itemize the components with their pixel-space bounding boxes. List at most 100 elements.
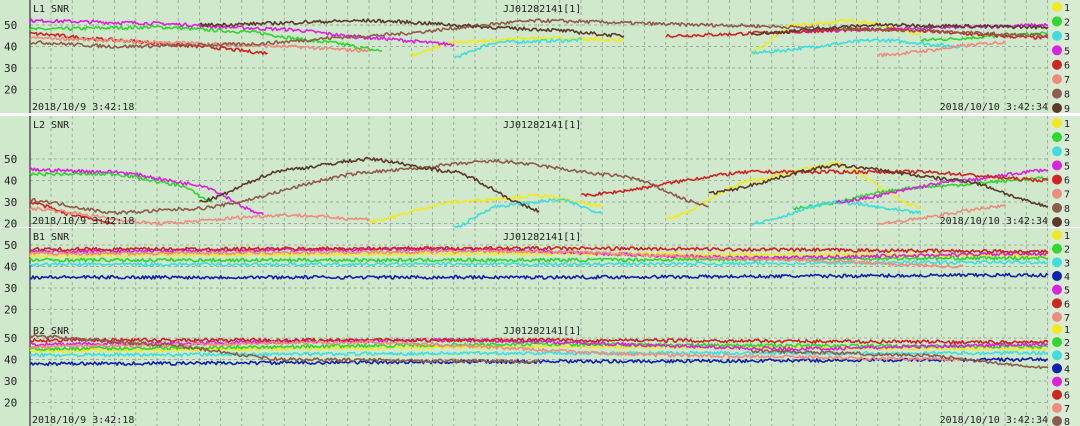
legend-marker-3 — [1052, 350, 1062, 361]
series-line-8 — [29, 158, 709, 216]
y-tick-label: 40 — [4, 261, 17, 274]
legend-label: 3 — [1064, 147, 1070, 158]
legend-label: 4 — [1064, 272, 1070, 283]
y-tick-label: 50 — [4, 19, 17, 32]
y-tick-label: 50 — [4, 239, 17, 252]
series-line-8 — [750, 348, 1049, 370]
start-time-label: 2018/10/9 3:42:18 — [32, 216, 134, 227]
series-line-3 — [750, 38, 964, 55]
plot-background — [0, 322, 1050, 426]
legend-marker-1 — [1052, 324, 1062, 334]
legend-label: 3 — [1064, 351, 1070, 362]
legend-label: 8 — [1064, 204, 1070, 215]
series-line-8 — [29, 334, 540, 365]
series-line-5 — [29, 18, 455, 47]
series-line-7 — [29, 206, 370, 226]
series-line-3 — [453, 198, 603, 228]
start-time-label: 2018/10/9 3:42:18 — [32, 102, 134, 113]
series-line-1 — [411, 35, 625, 58]
legend-marker-4 — [1052, 271, 1062, 281]
legend-label: 3 — [1064, 32, 1070, 43]
legend-marker-7 — [1052, 188, 1062, 199]
legend-label: 2 — [1064, 133, 1070, 144]
series-line-3 — [29, 259, 1049, 267]
panel-l2-snr: 50 40 30 20 1 2 3 5 6 7 8 9 L2 SNR JJ01282141[1] 2018/… — [0, 116, 1080, 231]
legend-marker-4 — [1052, 363, 1062, 374]
series-line-7 — [878, 204, 1007, 225]
legend-label: 7 — [1064, 190, 1070, 201]
y-tick-label: 20 — [4, 218, 17, 231]
legend-label: 1 — [1064, 119, 1070, 130]
legend-label: 5 — [1064, 46, 1070, 57]
series-line-5 — [29, 167, 264, 216]
legend-marker-2 — [1052, 243, 1062, 254]
legend-marker-8 — [1052, 202, 1062, 213]
y-tick-label: 50 — [4, 332, 17, 345]
legend-marker-5 — [1052, 376, 1062, 387]
legend-marker-8 — [1052, 88, 1062, 99]
series-line-7 — [877, 40, 1006, 58]
legend-label: 1 — [1064, 3, 1070, 14]
series-line-8 — [29, 18, 1049, 49]
legend-marker-2 — [1052, 16, 1062, 27]
end-time-label: 2018/10/10 3:42:34 — [940, 102, 1048, 113]
legend-label: 6 — [1064, 176, 1070, 187]
legend-marker-1 — [1052, 230, 1062, 240]
y-tick-label: 30 — [4, 196, 17, 209]
series-line-2 — [920, 31, 1049, 42]
panel-b1-snr: 50 40 30 20 1 2 3 4 5 6 7 B1 SNR JJ01282141[1] — [0, 228, 1080, 324]
y-tick-label: 20 — [4, 304, 17, 317]
panel-l1-snr: 50 40 30 20 1 2 3 5 6 7 8 9 L1 SNR JJ01282141[1] 2018/… — [0, 0, 1080, 115]
series-line-2 — [29, 24, 383, 52]
start-time-label: 2018/10/9 3:42:18 — [32, 415, 134, 426]
legend-label: 6 — [1064, 299, 1070, 310]
legend-marker-5 — [1052, 284, 1062, 295]
legend-marker-7 — [1052, 402, 1062, 413]
legend-marker-2 — [1052, 132, 1062, 143]
series-line-9 — [750, 22, 1049, 36]
legend-label: 7 — [1064, 313, 1070, 324]
legend-marker-3 — [1052, 30, 1062, 41]
legend-marker-5 — [1052, 45, 1062, 56]
y-tick-label: 40 — [4, 175, 17, 188]
receiver-id-label: JJ01282141[1] — [503, 120, 581, 131]
series-line-7 — [29, 249, 964, 269]
legend-marker-7 — [1052, 74, 1062, 85]
legend-label: 8 — [1064, 90, 1070, 101]
legend-marker-3 — [1052, 257, 1062, 268]
panel-title: B2 SNR — [33, 326, 70, 337]
y-tick-label: 50 — [4, 153, 17, 166]
legend-label: 2 — [1064, 338, 1070, 349]
series-line-7 — [29, 339, 964, 362]
legend-marker-9 — [1052, 217, 1062, 227]
panel-title: B1 SNR — [33, 232, 70, 243]
legend-label: 7 — [1064, 404, 1070, 415]
series-line-6 — [29, 337, 1049, 345]
legend-label: 1 — [1064, 231, 1070, 242]
series-line-2 — [29, 171, 213, 203]
legend-marker-9 — [1052, 103, 1062, 113]
legend-label: 6 — [1064, 391, 1070, 402]
series-line-2 — [793, 176, 1049, 211]
legend-label: 3 — [1064, 258, 1070, 269]
end-time-label: 2018/10/10 3:42:34 — [940, 415, 1048, 426]
legend-marker-1 — [1052, 118, 1062, 128]
legend-marker-2 — [1052, 337, 1062, 348]
legend-label: 6 — [1064, 61, 1070, 72]
series-line-9 — [708, 163, 1049, 208]
legend-marker-6 — [1052, 389, 1062, 400]
series-line-2 — [29, 255, 1049, 263]
series-line-4 — [29, 272, 1049, 280]
receiver-id-label: JJ01282141[1] — [503, 4, 581, 15]
legend-label: 8 — [1064, 417, 1070, 426]
legend-marker-8 — [1052, 416, 1062, 426]
panel-b2-snr: 50 40 30 20 1 2 3 4 5 6 7 8 B2 SNR JJ01282141[1] 2018/… — [0, 322, 1080, 426]
legend-label: 7 — [1064, 75, 1070, 86]
legend-marker-6 — [1052, 59, 1062, 70]
series-line-9 — [199, 156, 540, 213]
legend-marker-7 — [1052, 312, 1062, 322]
legend-marker-3 — [1052, 146, 1062, 157]
legend-label: 5 — [1064, 286, 1070, 297]
receiver-id-label: JJ01282141[1] — [503, 326, 581, 337]
